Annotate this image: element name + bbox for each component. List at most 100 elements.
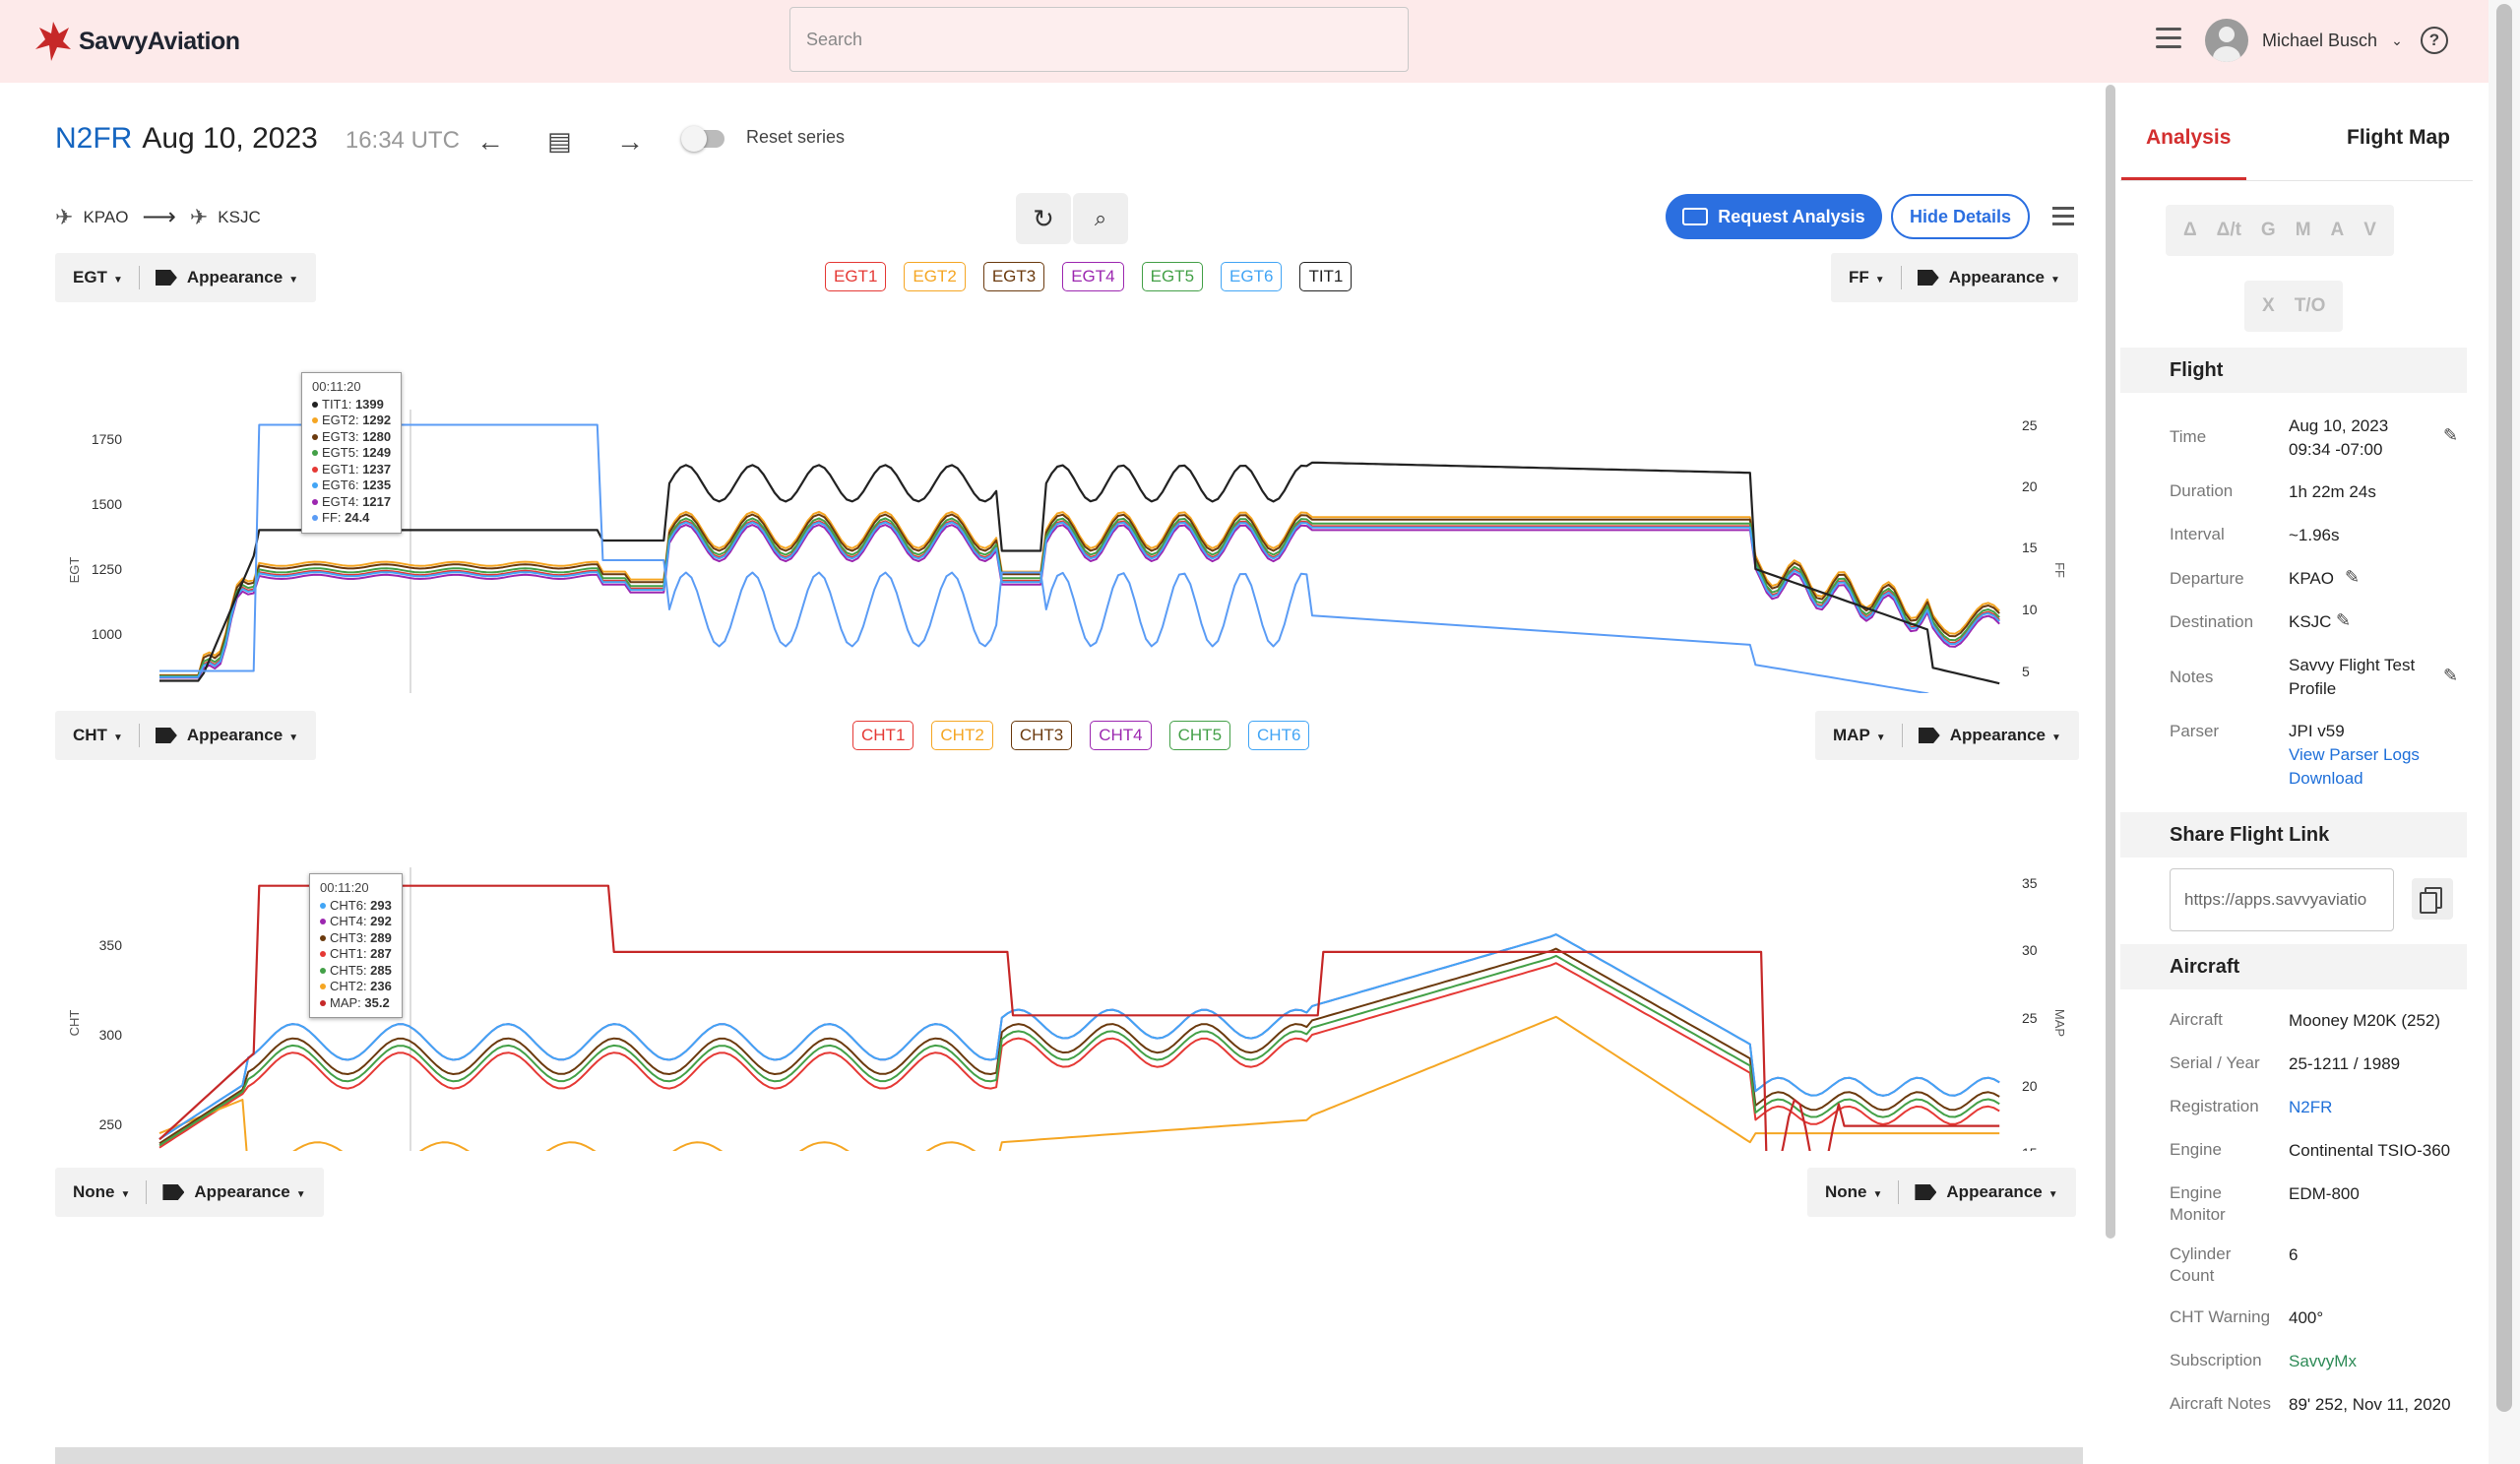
appearance-dropdown[interactable]: Appearance ▼ [186,726,299,744]
aircraft-notes-label: Aircraft Notes [2170,1394,2271,1413]
serial-value: 25-1211 / 1989 [2289,1054,2401,1073]
refresh-icon: ↻ [1033,203,1054,233]
cylinder-count-label-2: Count [2170,1266,2215,1285]
tooltip-row: FF: 24.4 [312,510,391,527]
notes-value-line1: Savvy Flight Test [2289,656,2416,674]
legend-egt4[interactable]: EGT4 [1062,262,1124,291]
ff-controls: FF ▼ Appearance ▼ [1831,253,2078,302]
previous-flight-arrow-icon[interactable]: ← [476,126,504,157]
window-scrollbar[interactable] [2488,0,2520,1464]
request-analysis-button[interactable]: Request Analysis [1666,194,1882,239]
legend-cht2[interactable]: CHT2 [931,721,993,750]
registration-link[interactable]: N2FR [2289,1098,2333,1116]
egt-selector[interactable]: EGT ▼ [73,268,123,286]
destination-value: KSJC [2289,612,2332,631]
cht-warning-value: 400° [2289,1308,2324,1327]
brand-name: SavvyAviation [79,27,240,55]
cylinder-count-value: 6 [2289,1245,2299,1264]
aircraft-label: Aircraft [2170,1010,2223,1029]
edit-notes-pencil-icon[interactable]: ✎ [2443,666,2459,685]
refresh-button[interactable]: ↻ [1016,193,1071,244]
active-tab-indicator [2121,177,2246,180]
tool-to-button[interactable]: T/O [2294,295,2326,316]
left-axis-label: EGT [67,557,82,584]
legend-cht3[interactable]: CHT3 [1010,721,1073,750]
chart-options-menu-icon[interactable] [2052,207,2074,230]
help-icon[interactable]: ? [2421,27,2448,54]
cht-series-cht5 [158,954,2000,1147]
tool-x-button[interactable]: X [2262,295,2275,316]
edit-departure-pencil-icon[interactable]: ✎ [2345,567,2361,587]
legend-cht1[interactable]: CHT1 [852,721,914,750]
main-menu-icon[interactable] [2156,28,2181,49]
duration-value: 1h 22m 24s [2289,482,2376,501]
legend-egt5[interactable]: EGT5 [1141,262,1204,291]
hide-details-label: Hide Details [1909,206,2012,226]
main-scrollbar[interactable] [2106,85,2115,1239]
edit-destination-pencil-icon[interactable]: ✎ [2336,610,2352,630]
time-label: Time [2170,427,2207,446]
left-tick-label: 1250 [92,561,122,577]
ff-series [159,423,1929,693]
legend-egt6[interactable]: EGT6 [1221,262,1283,291]
interval-label: Interval [2170,525,2225,543]
edit-time-pencil-icon[interactable]: ✎ [2443,425,2459,445]
right-tick-label: 10 [2022,602,2038,617]
reset-series-toggle[interactable] [681,126,724,152]
tool-t-button[interactable]: Δ/t [2216,220,2241,240]
tool-m-button[interactable]: M [2295,220,2311,240]
savvy-logo-icon [35,22,71,61]
copy-link-icon[interactable] [2412,878,2453,920]
tab-flight-map[interactable]: Flight Map [2347,126,2450,149]
chart3-left-selector[interactable]: None ▼ [73,1182,131,1201]
tit1-series [159,461,2000,685]
route-destination: KSJC [218,207,261,226]
appearance-dropdown[interactable]: Appearance ▼ [194,1182,306,1201]
ff-selector[interactable]: FF ▼ [1849,268,1885,286]
appearance-dropdown[interactable]: Appearance ▼ [186,268,299,286]
tooltip-time: 00:11:20 [320,880,369,895]
next-flight-arrow-icon[interactable]: → [616,126,644,157]
legend-egt1[interactable]: EGT1 [825,262,887,291]
map-selector[interactable]: MAP ▼ [1833,726,1886,744]
cht-tooltip: 00:11:20 CHT6: 293 CHT4: 292 CHT3: 289 CHT1:… [309,873,403,1018]
download-link[interactable]: Download [2289,769,2363,788]
hide-details-button[interactable]: Hide Details [1891,194,2030,239]
egt-series-egt6 [159,521,2000,678]
tab-analysis[interactable]: Analysis [2146,126,2232,149]
tool-a-button[interactable]: A [2330,220,2345,240]
egt-series-egt4 [159,524,2000,679]
cht-selector[interactable]: CHT ▼ [73,726,123,744]
legend-cht5[interactable]: CHT5 [1168,721,1231,750]
egt-ff-chart[interactable]: 00:0000:0500:1000:1500:2000:2500:3000:35… [0,319,2107,693]
analysis-tools-row-1: Δ Δ/t G M A V [2166,205,2394,256]
share-link-field[interactable]: https://apps.savvyaviatio [2170,868,2394,931]
chart3-right-selector[interactable]: None ▼ [1825,1182,1883,1201]
tool-v-button[interactable]: V [2363,220,2376,240]
appearance-dropdown[interactable]: Appearance ▼ [1948,268,2060,286]
search-input[interactable]: Search [789,7,1409,72]
cht-map-chart[interactable]: 00:0000:0500:1000:1500:2000:2500:3000:35… [0,777,2107,1151]
legend-egt3[interactable]: EGT3 [982,262,1045,291]
tool--button[interactable]: Δ [2183,220,2197,240]
legend-egt2[interactable]: EGT2 [904,262,966,291]
tooltip-row: CHT4: 292 [320,914,392,930]
savvy-logo[interactable]: SavvyAviation [33,20,240,63]
appearance-dropdown[interactable]: Appearance ▼ [1949,726,2061,744]
legend-cht6[interactable]: CHT6 [1248,721,1310,750]
flight-list-icon[interactable]: ▤ [547,126,572,156]
tail-number[interactable]: N2FR [55,122,133,155]
flight-time-utc: 16:34 UTC [345,127,460,154]
user-menu[interactable]: Michael Busch ⌄ [2205,19,2403,62]
chart3-left-controls: None ▼ Appearance ▼ [55,1168,324,1217]
view-parser-logs-link[interactable]: View Parser Logs [2289,745,2420,764]
legend-cht4[interactable]: CHT4 [1090,721,1152,750]
departure-label: Departure [2170,569,2244,588]
tooltip-row: CHT6: 293 [320,898,392,915]
user-name: Michael Busch [2262,30,2378,50]
legend-tit1[interactable]: TIT1 [1299,262,1353,291]
appearance-dropdown[interactable]: Appearance ▼ [1946,1182,2058,1201]
zoom-button[interactable]: ⌕ [1073,193,1128,244]
notes-label: Notes [2170,668,2214,686]
tool-g-button[interactable]: G [2260,220,2276,240]
